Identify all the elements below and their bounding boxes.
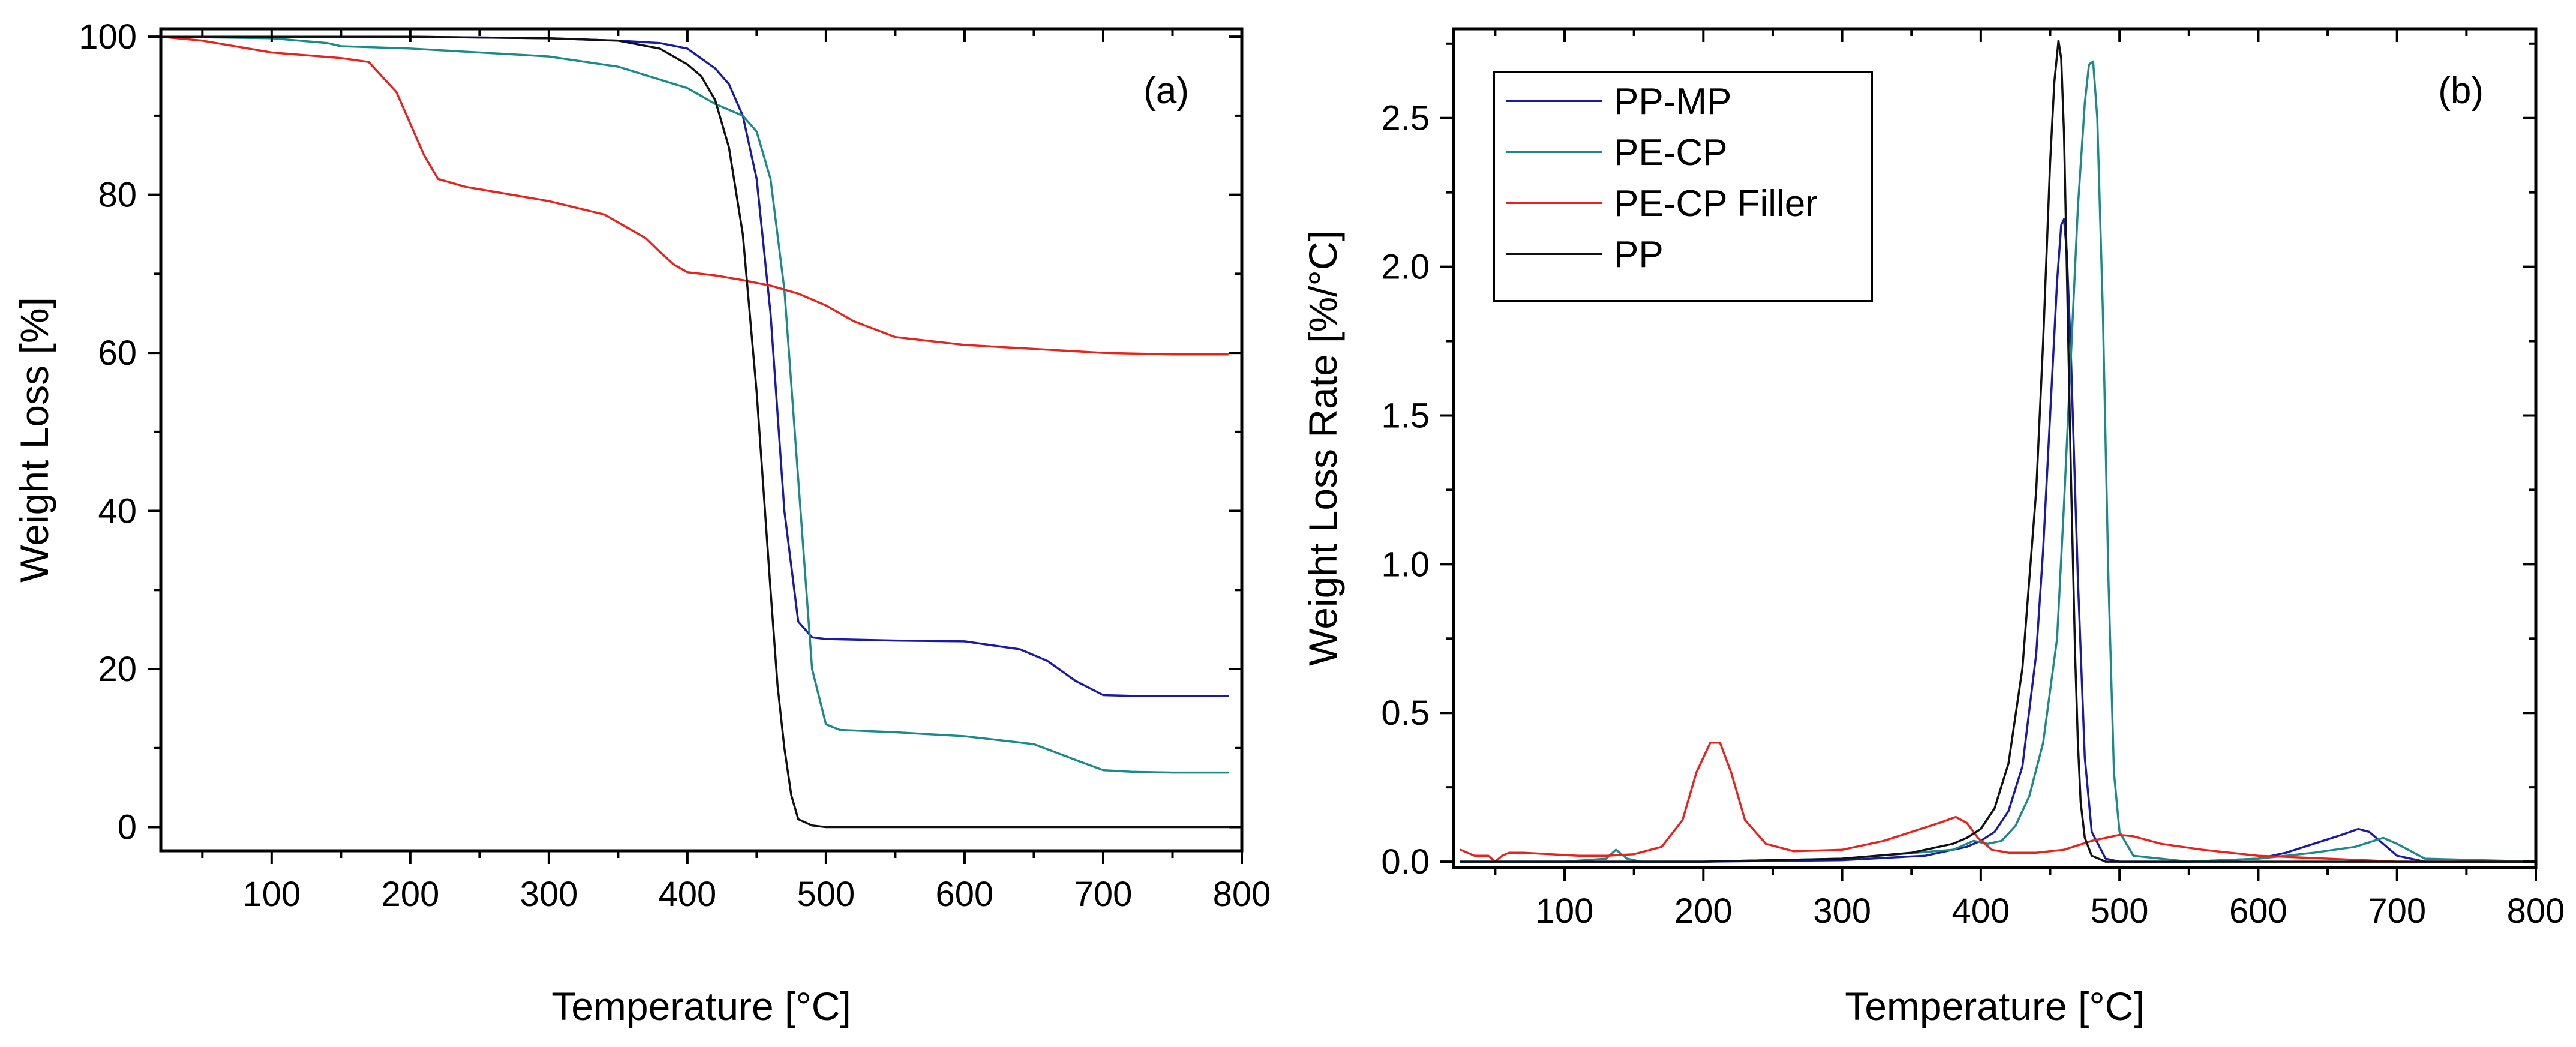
panel-b-x-tick-label: 200	[1674, 892, 1733, 931]
panel-a-x-tick-label: 800	[1213, 875, 1271, 914]
panel-a-x-tick-label: 100	[242, 875, 301, 914]
panel-a-y-tick-label: 60	[98, 334, 137, 373]
panel-a-series-pp-mp	[160, 35, 1229, 697]
panel-a-label: (a)	[1143, 70, 1189, 112]
panel-b-series-pp-mp	[1459, 218, 2537, 863]
panel-b-x-tick-label: 800	[2507, 892, 2565, 931]
panel-a-series-pp	[160, 35, 1229, 829]
panel-b-weight-loss-rate-chart: 100 200 300 400 500 600 700 800 0.0 0.5 1.0 1.5 2.0 2…	[1301, 27, 2565, 1028]
panel-a-x-tick-label: 400	[659, 875, 717, 914]
legend-label-pe-cp-filler: PE-CP Filler	[1614, 183, 1818, 224]
panel-a-y-tick-label: 80	[98, 176, 137, 215]
legend-label-pp-mp: PP-MP	[1614, 81, 1731, 122]
panel-a-x-tick-label: 300	[520, 875, 578, 914]
panel-b-y-tick-label: 2.5	[1381, 99, 1430, 138]
legend-box	[1493, 71, 1873, 302]
panel-a-x-axis-title: Temperature [°C]	[551, 984, 851, 1028]
panel-b-plot-frame	[1452, 27, 2538, 869]
panel-b-legend: PP-MP PE-CP PE-CP Filler PP	[1493, 71, 1873, 302]
panel-b-x-tick-label: 600	[2229, 892, 2287, 931]
legend-label-pe-cp: PE-CP	[1614, 132, 1727, 173]
panel-b-series	[1459, 40, 2537, 863]
panel-b-x-tick-label: 300	[1813, 892, 1871, 931]
panel-a-series	[160, 35, 1229, 829]
panel-a-ticks: 100 200 300 400 500 600 700 800 0 20 40 60 80 100	[79, 17, 1271, 914]
panel-b-y-tick-label: 1.0	[1381, 545, 1430, 584]
panel-b-x-tick-label: 500	[2091, 892, 2149, 931]
panel-a-y-tick-label: 40	[98, 492, 137, 531]
panel-a-x-tick-label: 200	[381, 875, 439, 914]
panel-b-x-tick-label: 100	[1536, 892, 1594, 931]
panel-a-plot-frame	[159, 27, 1244, 853]
panel-b-label: (b)	[2438, 70, 2484, 112]
panel-b-x-tick-label: 700	[2368, 892, 2426, 931]
panel-b-y-tick-label: 1.5	[1381, 396, 1430, 435]
panel-b-y-tick-label: 0.0	[1381, 842, 1430, 881]
panel-a-x-tick-label: 500	[797, 875, 855, 914]
panel-b-y-tick-label: 0.5	[1381, 694, 1430, 733]
legend-label-pp: PP	[1614, 234, 1664, 275]
panel-b-x-axis-title: Temperature [°C]	[1845, 984, 2145, 1028]
panel-b-series-pp	[1459, 40, 2537, 863]
panel-a-y-axis-title: Weight Loss [%]	[12, 297, 56, 583]
panel-a-series-pe-cp	[160, 35, 1229, 774]
panel-a-x-tick-label: 600	[936, 875, 994, 914]
panel-a-series-pe-cp-filler	[160, 35, 1229, 356]
panel-a-y-tick-label: 0	[118, 808, 137, 847]
panel-b-y-axis-title: Weight Loss Rate [%/°C]	[1301, 230, 1345, 666]
panel-b-ticks: 100 200 300 400 500 600 700 800 0.0 0.5 1.0 1.5 2.0 2…	[1381, 29, 2565, 931]
panel-a-weight-loss-chart: 100 200 300 400 500 600 700 800 0 20 40 60 80 100 (a)…	[12, 17, 1271, 1028]
panel-a-y-tick-label: 100	[79, 17, 137, 56]
panel-a-y-tick-label: 20	[98, 650, 137, 689]
panel-b-x-tick-label: 400	[1951, 892, 2010, 931]
panel-b-y-tick-label: 2.0	[1381, 248, 1430, 287]
panel-b-series-pe-cp-filler	[1459, 742, 2537, 863]
panel-a-x-tick-label: 700	[1074, 875, 1133, 914]
